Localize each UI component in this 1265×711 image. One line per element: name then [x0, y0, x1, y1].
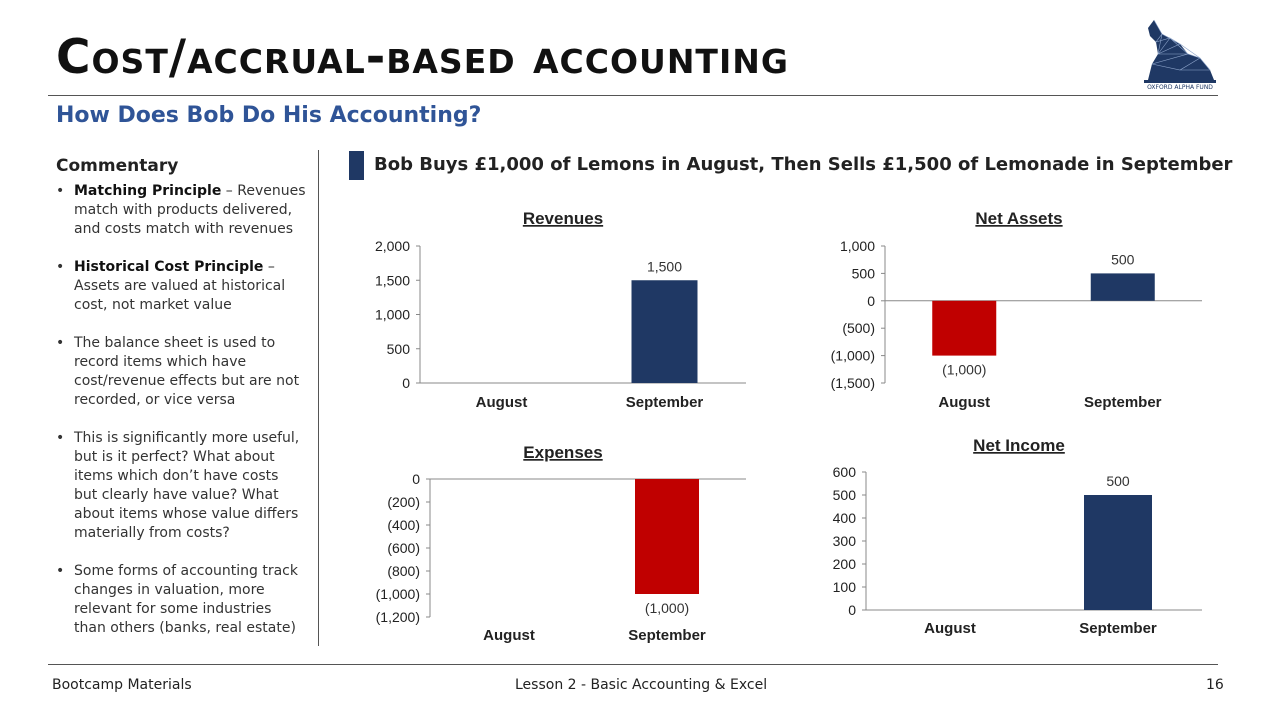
y-tick-label: (1,200) — [376, 609, 420, 625]
bullet-text: Some forms of accounting track changes i… — [74, 563, 298, 636]
y-tick-label: 2,000 — [375, 238, 410, 254]
x-category-label: September — [628, 627, 706, 644]
x-category-label: August — [924, 620, 976, 637]
y-tick-label: 100 — [833, 579, 857, 595]
chart-title: Revenues — [523, 209, 603, 228]
y-tick-label: 0 — [867, 293, 875, 309]
bar — [932, 300, 997, 356]
x-category-label: September — [626, 394, 704, 411]
y-tick-label: (1,000) — [831, 348, 875, 364]
y-tick-label: (200) — [387, 494, 420, 510]
y-tick-label: 1,000 — [375, 307, 410, 323]
x-category-label: September — [1084, 394, 1162, 411]
exhibit-title: Bob Buys £1,000 of Lemons in August, The… — [374, 154, 1233, 175]
y-tick-label: 1,500 — [375, 272, 410, 288]
bar — [1090, 273, 1155, 301]
y-tick-label: 600 — [833, 464, 857, 480]
y-tick-label: 400 — [833, 510, 857, 526]
logo-text: OXFORD ALPHA FUND — [1147, 84, 1213, 91]
bullet-text: – Revenues match with products delivered… — [74, 183, 306, 237]
commentary-panel: Commentary Matching Principle – Revenues… — [56, 156, 306, 657]
bar — [635, 479, 699, 594]
bullet-bold: Matching Principle — [74, 183, 222, 199]
bar — [631, 280, 698, 383]
bullet-text: – Assets are valued at historical cost, … — [74, 259, 286, 313]
bar — [1084, 495, 1152, 610]
commentary-list: Matching Principle – Revenues match with… — [56, 182, 306, 638]
bullet-bold: Historical Cost Principle — [74, 259, 264, 275]
chart-title: Expenses — [523, 443, 602, 462]
footer-center: Lesson 2 - Basic Accounting & Excel — [515, 677, 768, 693]
page-title: Cost/accrual-based accounting — [56, 30, 789, 85]
page-subtitle: How Does Bob Do His Accounting? — [56, 103, 482, 128]
data-label: 1,500 — [647, 258, 682, 274]
commentary-bullet: Matching Principle – Revenues match with… — [56, 182, 306, 239]
page-number: 16 — [1206, 677, 1224, 693]
x-category-label: August — [483, 627, 535, 644]
commentary-bullet: This is significantly more useful, but i… — [56, 429, 306, 543]
commentary-bullet: Some forms of accounting track changes i… — [56, 562, 306, 638]
title-divider — [48, 95, 1218, 96]
y-tick-label: 1,000 — [840, 238, 875, 254]
commentary-heading: Commentary — [56, 156, 179, 176]
x-category-label: August — [938, 394, 990, 411]
footer-divider — [48, 664, 1218, 665]
commentary-bullet: Historical Cost Principle – Assets are v… — [56, 258, 306, 315]
bullet-text: The balance sheet is used to record item… — [74, 335, 300, 408]
y-tick-label: 300 — [833, 533, 857, 549]
y-tick-label: 0 — [848, 602, 856, 618]
y-tick-label: (600) — [387, 540, 420, 556]
y-tick-label: (800) — [387, 563, 420, 579]
y-tick-label: 500 — [852, 265, 876, 281]
bullet-text: This is significantly more useful, but i… — [74, 430, 300, 541]
y-tick-label: 500 — [833, 487, 857, 503]
data-label: 500 — [1111, 251, 1135, 267]
chart-title: Net Income — [973, 436, 1065, 455]
chart-title: Net Assets — [975, 209, 1062, 228]
x-category-label: September — [1079, 620, 1157, 637]
exhibit-marker — [349, 151, 364, 180]
footer-left: Bootcamp Materials — [52, 677, 192, 693]
y-tick-label: 0 — [402, 375, 410, 391]
y-tick-label: (1,500) — [831, 375, 875, 391]
y-tick-label: 0 — [412, 471, 420, 487]
data-label: (1,000) — [645, 600, 689, 616]
data-label: 500 — [1106, 473, 1130, 489]
y-tick-label: (500) — [842, 320, 875, 336]
vertical-divider — [318, 150, 319, 646]
wolf-icon — [1144, 19, 1216, 83]
y-tick-label: 200 — [833, 556, 857, 572]
commentary-bullet: The balance sheet is used to record item… — [56, 334, 306, 410]
data-label: (1,000) — [942, 362, 986, 378]
y-tick-label: (1,000) — [376, 586, 420, 602]
y-tick-label: 500 — [387, 341, 411, 357]
x-category-label: August — [476, 394, 528, 411]
y-tick-label: (400) — [387, 517, 420, 533]
